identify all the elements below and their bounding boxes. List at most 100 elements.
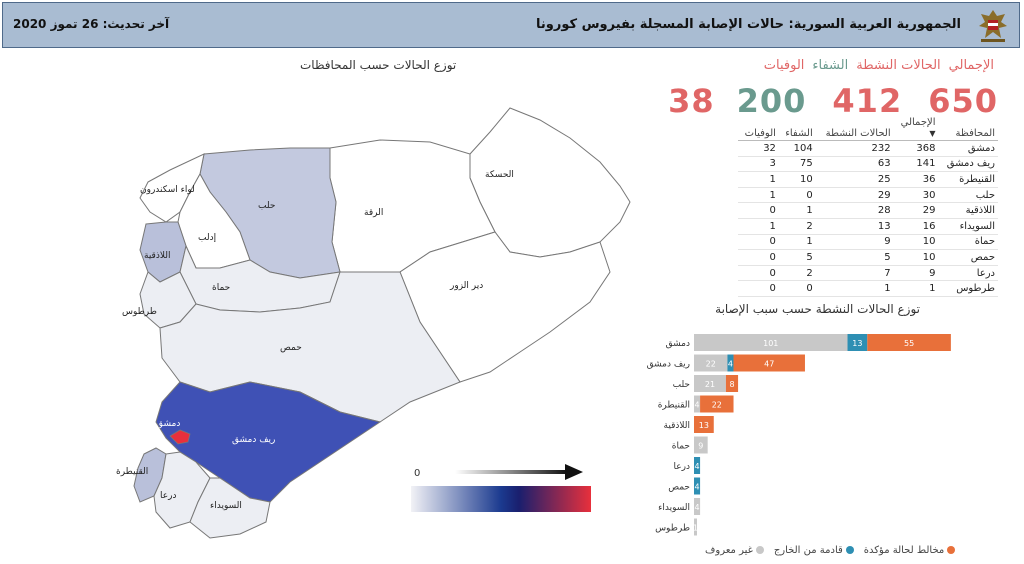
bar-category-label: اللاذقية: [664, 421, 690, 431]
col-active[interactable]: الحالات النشطة: [815, 116, 894, 141]
kpi-label-total: الإجمالي: [948, 58, 994, 73]
table-row[interactable]: اللاذقية 29 28 1 0: [738, 202, 998, 219]
table-row[interactable]: طرطوس 1 1 0 0: [738, 280, 998, 297]
bar-category-label: ريف دمشق: [647, 360, 690, 370]
bar-value-label: 4: [694, 503, 699, 512]
map-label-aleppo: حلب: [258, 201, 275, 211]
bar-segment[interactable]: [700, 395, 734, 413]
bar-segment[interactable]: [694, 416, 714, 433]
cell-total: 29: [893, 202, 939, 219]
kpi-total: 650: [928, 82, 998, 120]
map-label-raqqa: الرقة: [364, 208, 383, 218]
cell-deaths: 0: [738, 202, 779, 219]
bar-segment[interactable]: [694, 395, 701, 413]
bar-value-label: 22: [712, 401, 722, 410]
cases-table: المحافظة الإجمالي ▼ الحالات النشطة الشفاء…: [738, 116, 998, 297]
bar-segment[interactable]: [694, 375, 726, 392]
col-recovered[interactable]: الشفاء: [778, 116, 816, 141]
bar-category-label: حلب: [673, 380, 690, 390]
bar-segment[interactable]: [694, 477, 701, 495]
cell-active: 5: [815, 249, 894, 266]
legend-arrow-icon: [455, 464, 583, 480]
cell-deaths: 1: [738, 187, 779, 204]
legend-contact-label: مخالط لحالة مؤكدة: [863, 545, 945, 556]
cell-deaths: 0: [738, 249, 779, 266]
cell-recovered: 0: [778, 187, 816, 204]
region-damascus[interactable]: [169, 429, 191, 445]
region-rif-dimashq[interactable]: [155, 381, 382, 503]
cell-total: 1: [893, 280, 939, 297]
map-label-hasakah: الحسكة: [485, 170, 514, 180]
cell-gov: حمص: [938, 249, 998, 266]
bar-value-label: 4: [694, 401, 699, 410]
bar-value-label: 9: [698, 442, 703, 451]
bar-segment[interactable]: [867, 334, 951, 351]
bar-value-label: 101: [763, 339, 778, 348]
cell-total: 10: [893, 234, 939, 251]
bar-category-label: دمشق: [666, 339, 690, 349]
cell-active: 9: [815, 234, 894, 251]
header-bar: الجمهورية العربية السورية: حالات الإصابة…: [2, 2, 1020, 48]
kpi-header: الإجمالي الحالات النشطة الشفاء الوفيات: [764, 58, 994, 73]
table-row[interactable]: حمص 10 5 5 0: [738, 249, 998, 266]
col-deaths[interactable]: الوفيات: [738, 116, 779, 141]
bar-segment[interactable]: [847, 334, 868, 351]
col-total[interactable]: الإجمالي ▼: [893, 116, 939, 141]
bar-segment[interactable]: [694, 354, 728, 372]
sort-desc-icon: ▼: [929, 129, 936, 138]
cell-total: 10: [893, 249, 939, 266]
bar-value-label: 21: [705, 380, 715, 389]
region-sweida[interactable]: [189, 477, 271, 539]
cell-gov: ريف دمشق: [938, 156, 998, 173]
map-label-deir: دير الزور: [449, 281, 483, 291]
cell-total: 36: [893, 171, 939, 188]
map-label-hama: حماة: [212, 283, 230, 293]
table-row[interactable]: ريف دمشق 141 63 75 3: [738, 156, 998, 173]
table-row[interactable]: درعا 9 7 2 0: [738, 265, 998, 282]
cell-gov: القنيطرة: [938, 171, 998, 188]
table-row[interactable]: حماة 10 9 1 0: [738, 234, 998, 251]
cell-recovered: 1: [778, 202, 816, 219]
table-row[interactable]: حلب 30 29 0 1: [738, 187, 998, 204]
cell-deaths: 32: [738, 140, 779, 157]
table-row[interactable]: السويداء 16 13 2 1: [738, 218, 998, 235]
table-row[interactable]: القنيطرة 36 25 10 1: [738, 171, 998, 188]
bar-segment[interactable]: [725, 375, 739, 392]
bar-value-label: 4: [694, 462, 699, 471]
map-label-rif: ريف دمشق: [232, 435, 275, 445]
col-gov[interactable]: المحافظة: [938, 116, 998, 141]
col-total-label: الإجمالي: [900, 117, 936, 128]
bar-category-label: طرطوس: [655, 524, 690, 534]
cell-gov: اللاذقية: [938, 202, 998, 219]
legend-dot-contact: [947, 546, 956, 554]
bar-segment[interactable]: [694, 436, 708, 454]
legend-color-scale: [411, 486, 591, 512]
bar-segment[interactable]: [694, 457, 701, 474]
kpi-label-deaths: الوفيات: [763, 58, 805, 73]
legend-dot-unknown: [755, 546, 764, 554]
bar-category-label: السويداء: [658, 503, 690, 513]
cell-recovered: 10: [778, 171, 816, 188]
bar-segment[interactable]: [694, 334, 848, 351]
cell-deaths: 1: [738, 218, 779, 235]
cell-gov: حماة: [938, 234, 998, 251]
cell-active: 25: [815, 171, 894, 188]
bar-segment[interactable]: [694, 498, 701, 515]
bar-segment[interactable]: [727, 354, 734, 372]
bar-category-label: حماة: [672, 442, 690, 452]
cell-total: 30: [893, 187, 939, 204]
map-label-latakia: اللاذقية: [144, 251, 170, 261]
bar-legend: مخالط لحالة مؤكدة قادمة من الخارج غير مع…: [705, 545, 956, 556]
bar-value-label: 13: [699, 421, 709, 430]
legend-unknown-label: غير معروف: [705, 545, 753, 556]
map-label-homs: حمص: [280, 343, 302, 353]
cell-deaths: 1: [738, 171, 779, 188]
table-row[interactable]: دمشق 368 232 104 32: [738, 140, 998, 157]
bar-segment[interactable]: [733, 354, 805, 372]
cell-recovered: 104: [778, 140, 816, 157]
map-label-daraa: درعا: [160, 491, 176, 501]
bar-value-label: 22: [706, 360, 716, 369]
bar-segment[interactable]: [694, 518, 697, 536]
last-updated: آخر تحديث: 26 تموز 2020: [13, 17, 170, 31]
cell-gov: السويداء: [938, 218, 998, 235]
